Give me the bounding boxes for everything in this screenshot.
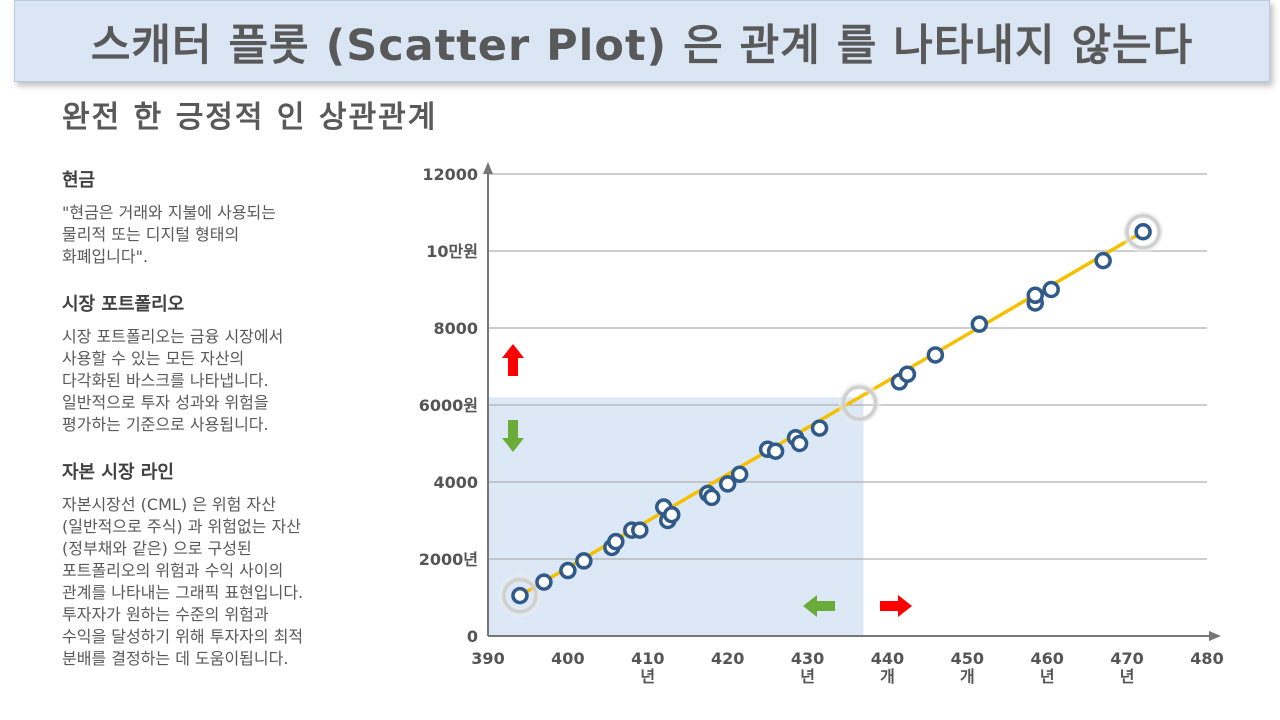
data-point (631, 521, 649, 539)
x-tick-label: 430 년 (791, 649, 824, 686)
section-heading: 시장 포트폴리오 (62, 294, 185, 315)
x-axis-arrowhead (1209, 631, 1221, 641)
arrow-right-icon (880, 595, 912, 617)
section-body: 자본시장선 (CML) 은 위험 자산 (일반적으로 주식) 과 위험없는 자산… (62, 495, 304, 668)
y-axis-arrowhead (483, 162, 493, 174)
section-capital-market-line: 자본 시장 라인 자본시장선 (CML) 은 위험 자산 (일반적으로 주식) … (62, 458, 392, 670)
arrow-down-icon (502, 420, 524, 452)
x-tick-label: 480 (1190, 649, 1223, 668)
arrow-left-icon (803, 595, 835, 617)
y-tick-label: 4000 (433, 473, 478, 492)
data-point (898, 365, 917, 383)
data-point (1026, 286, 1044, 305)
x-tick-label: 460 년 (1031, 649, 1064, 686)
page-subtitle: 완전 한 긍정적 인 상관관계 (62, 100, 438, 135)
title-bar: 스캐터 플롯 (Scatter Plot) 은 관계 를 나타내지 않는다 (14, 0, 1270, 82)
x-tick-label: 390 (471, 649, 504, 668)
page-title: 스캐터 플롯 (Scatter Plot) 은 관계 를 나타내지 않는다 (90, 21, 1194, 71)
data-point (1042, 280, 1060, 299)
data-point (970, 315, 989, 333)
y-tick-label: 8000 (433, 319, 478, 338)
data-point (790, 434, 809, 453)
data-point (575, 552, 593, 570)
x-tick-label: 470 년 (1110, 649, 1143, 686)
y-tick-label: 10만원 (426, 242, 478, 261)
section-body: "현금은 거래와 지불에 사용되는 물리적 또는 디지털 형태의 화폐입니다". (62, 203, 276, 266)
data-point (1134, 223, 1152, 241)
highlight-ring (502, 578, 538, 614)
data-point (607, 532, 625, 551)
x-tick-label: 410 년 (631, 649, 664, 686)
data-point (702, 488, 721, 507)
data-point (1094, 251, 1112, 270)
data-point (926, 346, 945, 364)
section-cash: 현금 "현금은 거래와 지불에 사용되는 물리적 또는 디지털 형태의 화폐입니… (62, 166, 392, 268)
data-point (511, 586, 529, 605)
y-tick-label: 0 (467, 627, 478, 646)
y-tick-label: 12000 (422, 165, 478, 184)
x-tick-label: 400 (551, 649, 584, 668)
x-tick-label: 420 (711, 649, 744, 668)
description-column: 현금 "현금은 거래와 지불에 사용되는 물리적 또는 디지털 형태의 화폐입니… (62, 166, 392, 692)
section-heading: 현금 (62, 170, 96, 191)
y-tick-label: 2000년 (419, 550, 478, 569)
x-tick-label: 450 개 (951, 649, 984, 686)
data-point (718, 475, 737, 493)
data-point (810, 419, 829, 437)
data-point (766, 442, 785, 460)
data-point (662, 505, 681, 524)
section-body: 시장 포트폴리오는 금융 시장에서 사용할 수 있는 모든 자산의 다각화된 바… (62, 327, 284, 434)
highlight-ring (841, 385, 877, 421)
y-tick-label: 6000원 (419, 396, 478, 415)
section-heading: 자본 시장 라인 (62, 462, 174, 483)
highlight-ring (1125, 214, 1161, 250)
arrow-up-icon (502, 344, 524, 376)
scatter-chart: 0 2000년 4000 6000원 8000 10만원 12000 390 400 410 년 42… (419, 162, 1224, 686)
x-tick-label: 440 개 (871, 649, 904, 686)
data-point (559, 561, 577, 580)
section-market-portfolio: 시장 포트폴리오 시장 포트폴리오는 금융 시장에서 사용할 수 있는 모든 자… (62, 290, 392, 436)
data-point (730, 465, 749, 484)
data-point (535, 573, 553, 591)
